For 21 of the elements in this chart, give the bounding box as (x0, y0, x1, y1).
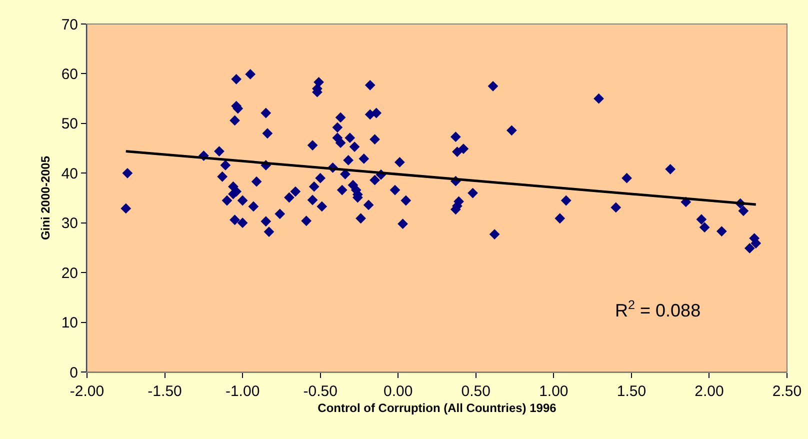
y-tick-label: 20 (61, 264, 78, 282)
y-tick-label: 10 (61, 314, 78, 332)
x-tick-label: 1.00 (539, 383, 568, 400)
x-tick-label: -0.50 (303, 383, 338, 400)
x-tick-label: 0.50 (461, 383, 490, 400)
x-axis-title: Control of Corruption (All Countries) 1996 (318, 400, 557, 415)
annotation: R$^{2}$ = 0.088 (615, 298, 701, 321)
y-tick-label: 70 (61, 16, 78, 34)
y-tick-label: 40 (61, 165, 78, 182)
y-tick-label: 30 (61, 215, 78, 232)
x-tick-label: 0.00 (384, 383, 413, 400)
x-tick-label: 1.50 (616, 383, 646, 400)
y-tick-label: 0 (70, 364, 78, 382)
x-tick-label: -2.00 (70, 383, 104, 400)
x-tick-label: 2.00 (694, 383, 724, 400)
y-axis-title: Gini 2000-2005 (38, 156, 53, 240)
y-tick-label: 60 (61, 66, 78, 83)
y-tick-label: 50 (61, 116, 78, 133)
x-tick-label: -1.50 (148, 383, 182, 400)
x-tick-label: 2.50 (772, 383, 802, 400)
x-tick-label: -1.00 (225, 383, 260, 400)
